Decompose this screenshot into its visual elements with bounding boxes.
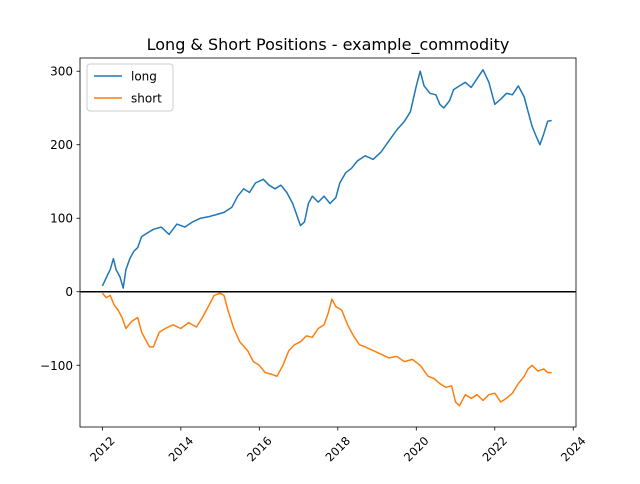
legend: long short	[86, 63, 174, 112]
plot-area	[80, 69, 576, 407]
y-tick-label: 0	[65, 285, 73, 299]
legend-label-long: long	[131, 70, 157, 84]
y-tick-label: −100	[40, 359, 73, 373]
y-tick-label: 300	[50, 65, 73, 79]
y-tick-label: 100	[50, 212, 73, 226]
series-line-long	[101, 69, 552, 289]
y-tick-label: 200	[50, 138, 73, 152]
axes-frame	[79, 57, 577, 428]
series-line-short	[101, 292, 552, 407]
legend-label-short: short	[131, 92, 162, 106]
chart-title: Long & Short Positions - example_commodi…	[147, 35, 510, 55]
